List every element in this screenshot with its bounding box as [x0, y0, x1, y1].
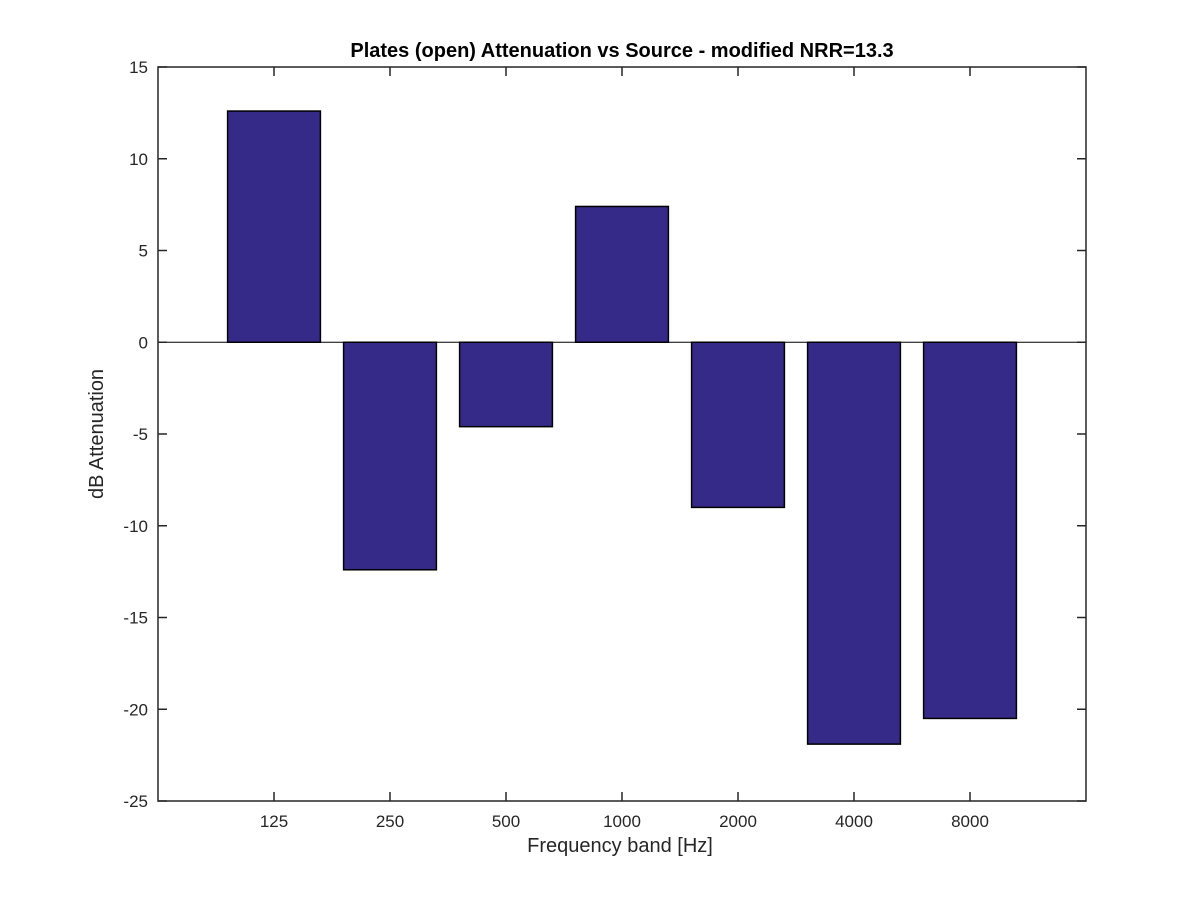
bar-8000: [922, 341, 1018, 720]
y-axis-label: dB Attenuation: [86, 369, 108, 499]
x-axis-label: Frequency band [Hz]: [527, 835, 713, 857]
bar-125: [226, 110, 322, 344]
x-tick-label-250: 250: [376, 812, 404, 831]
y-tick-label: 15: [129, 58, 148, 77]
bar-4000: [806, 341, 902, 745]
x-tick-label-8000: 8000: [951, 812, 989, 831]
y-tick-label: -20: [123, 700, 148, 719]
bar-250: [342, 341, 438, 571]
x-tick-label-1000: 1000: [603, 812, 641, 831]
x-tick-label-4000: 4000: [835, 812, 873, 831]
y-tick-label: -5: [133, 425, 148, 444]
x-tick-label-125: 125: [260, 812, 288, 831]
bars-group: [226, 110, 1018, 745]
x-tick-label-2000: 2000: [719, 812, 757, 831]
y-tick-label: 5: [139, 242, 148, 261]
bar-500: [458, 341, 554, 428]
x-tick-label-500: 500: [492, 812, 520, 831]
bar-2000: [690, 341, 786, 509]
y-tick-label: -15: [123, 609, 148, 628]
bar-1000: [574, 205, 670, 343]
y-tick-label: 0: [139, 333, 148, 352]
ticks-group: 15 10 5 0 -5 -10 -15 -20 -25 125 250 500 1000 2000 400…: [123, 58, 1086, 831]
chart-title: Plates (open) Attenuation vs Source - mo…: [350, 40, 893, 62]
y-tick-label: -10: [123, 517, 148, 536]
y-tick-label: -25: [123, 792, 148, 811]
y-tick-label: 10: [129, 150, 148, 169]
